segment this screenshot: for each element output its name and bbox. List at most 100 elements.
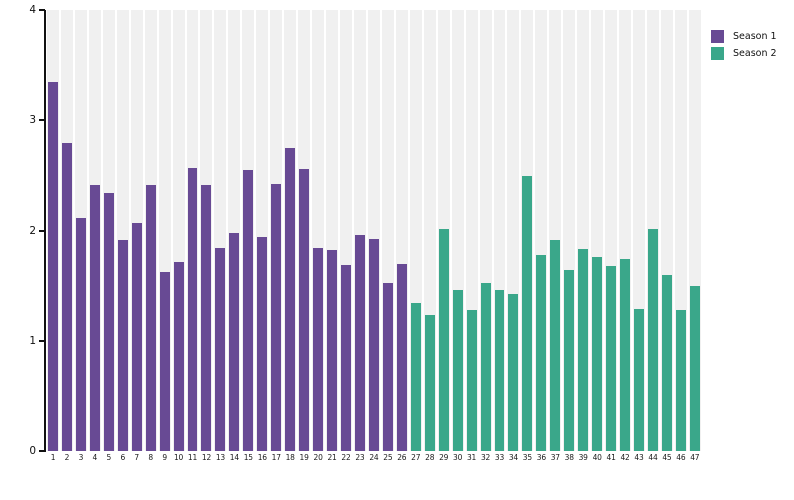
x-tick-label: 33 xyxy=(494,453,505,462)
bar-season-1 xyxy=(285,147,296,451)
plot-background-band xyxy=(409,10,422,451)
plot-background-band xyxy=(535,10,548,451)
bar-season-2 xyxy=(466,309,477,451)
bar-season-2 xyxy=(452,290,463,451)
bar-season-1 xyxy=(382,283,393,451)
plot-background-band xyxy=(172,10,185,451)
x-tick-label: 34 xyxy=(508,453,518,462)
x-tick-label: 18 xyxy=(285,453,295,462)
x-tick-label: 37 xyxy=(550,453,560,462)
x-tick-label: 5 xyxy=(106,453,112,462)
bar-slot: 14 xyxy=(227,10,241,462)
plot-area: 1 2 3 4 5 6 7 8 9 10 11 12 13 14 15 16 17 18 19 20 21 22 23 24 2… xyxy=(46,10,702,462)
bar-season-1 xyxy=(229,232,240,451)
bar-slot: 9 xyxy=(158,10,172,462)
bar-slot: 44 xyxy=(646,10,660,462)
y-tick-label: 0 xyxy=(29,445,36,457)
bar-season-2 xyxy=(522,176,533,451)
plot-background-band xyxy=(340,10,352,451)
legend-item-season-1: Season 1 xyxy=(711,30,777,43)
bar-season-1 xyxy=(48,81,58,451)
x-tick-label: 19 xyxy=(299,453,309,462)
plot-background-band xyxy=(633,10,645,451)
plot-background-band xyxy=(256,10,269,451)
bar-season-1 xyxy=(368,239,379,451)
legend-swatch-season-2-icon xyxy=(711,47,724,60)
plot-background-band xyxy=(116,10,129,451)
x-tick-label: 44 xyxy=(648,453,658,462)
x-tick-label: 16 xyxy=(257,453,267,462)
bar-slot: 19 xyxy=(297,10,311,462)
x-tick-label: 4 xyxy=(92,453,98,462)
bar-slot: 10 xyxy=(172,10,186,462)
bar-slot: 2 xyxy=(60,10,74,462)
bar-season-2 xyxy=(494,290,505,451)
bar-season-2 xyxy=(578,249,589,451)
x-tick-label: 8 xyxy=(148,453,153,462)
bar-season-1 xyxy=(201,185,212,451)
plot-background-band xyxy=(688,10,701,451)
legend-label-season-1: Season 1 xyxy=(733,31,777,42)
plot-background-band xyxy=(228,10,241,451)
bar-season-1 xyxy=(75,218,86,451)
y-tick-label: 2 xyxy=(29,224,36,237)
bar-season-2 xyxy=(620,259,631,451)
bar-season-1 xyxy=(187,167,198,451)
x-tick-label: 45 xyxy=(662,453,672,462)
y-tick-label: 3 xyxy=(29,114,36,127)
x-tick-label: 42 xyxy=(620,453,630,462)
bar-slot: 7 xyxy=(130,10,144,462)
bar-slot: 36 xyxy=(534,10,548,462)
bar-slot: 4 xyxy=(88,10,102,462)
bar-slot: 47 xyxy=(688,10,702,462)
plot-background-band xyxy=(674,10,687,451)
x-tick-label: 30 xyxy=(453,453,463,462)
plot-background-band xyxy=(214,10,227,451)
y-tick-label: 1 xyxy=(29,334,36,347)
bar-slot: 8 xyxy=(144,10,158,462)
bar-slot: 28 xyxy=(423,10,437,462)
bar-season-2 xyxy=(592,256,603,451)
x-tick-label: 35 xyxy=(522,453,532,462)
bar-slot: 27 xyxy=(409,10,423,462)
bar-season-1 xyxy=(159,272,170,451)
plot-background-band xyxy=(479,10,492,451)
plot-background-band xyxy=(353,10,366,451)
bar-season-2 xyxy=(675,309,686,451)
x-tick-label: 2 xyxy=(64,453,70,462)
bar-season-1 xyxy=(61,143,72,451)
bar-season-1 xyxy=(173,262,184,451)
bar-season-1 xyxy=(313,248,324,451)
bar-slot: 34 xyxy=(506,10,520,462)
x-tick-label: 36 xyxy=(536,453,546,462)
x-tick-label: 32 xyxy=(480,453,491,462)
bar-slot: 16 xyxy=(255,10,269,462)
bar-season-1 xyxy=(354,234,365,451)
bar-slot: 38 xyxy=(562,10,576,462)
plot-background-band xyxy=(605,10,618,451)
bar-slot: 41 xyxy=(604,10,618,462)
bar-season-2 xyxy=(480,283,491,451)
x-tick-label: 38 xyxy=(564,453,574,462)
x-tick-label: 28 xyxy=(425,453,435,462)
bar-slot: 17 xyxy=(269,10,283,462)
y-tick-mark xyxy=(39,229,45,232)
bar-slot: 39 xyxy=(576,10,590,462)
x-tick-label: 27 xyxy=(411,453,421,462)
y-tick-mark xyxy=(39,119,45,122)
x-tick-label: 17 xyxy=(271,453,281,462)
x-tick-label: 3 xyxy=(78,453,84,462)
bar-slot: 15 xyxy=(241,10,255,462)
bar-season-2 xyxy=(508,294,519,451)
plot-background-band xyxy=(660,10,673,451)
x-tick-label: 11 xyxy=(187,453,198,462)
bar-season-1 xyxy=(327,250,338,451)
x-tick-label: 40 xyxy=(592,453,602,462)
plot-background-band xyxy=(619,10,632,451)
legend-item-season-2: Season 2 xyxy=(711,47,777,60)
x-tick-label: 43 xyxy=(634,453,644,462)
x-tick-label: 14 xyxy=(229,453,239,462)
bar-season-1 xyxy=(271,184,282,451)
bar-season-1 xyxy=(215,248,226,451)
bar-slot: 20 xyxy=(311,10,325,462)
